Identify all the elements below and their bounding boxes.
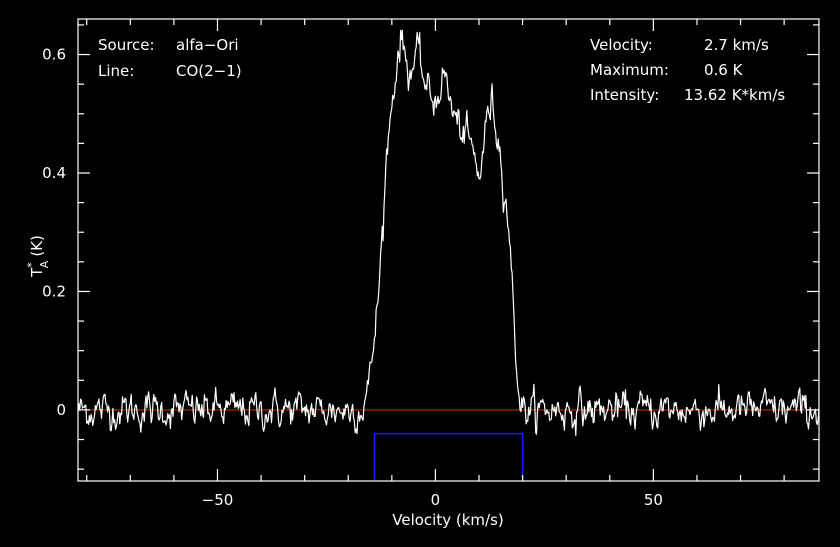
intensity-value: 13.62 K*km/s (684, 86, 785, 104)
spectrum-line (77, 29, 820, 437)
y-tick-label: 0 (56, 401, 66, 419)
y-axis-label: T*A (K) (25, 235, 51, 278)
y-axis-label-sub: A (38, 260, 51, 268)
integration-window (373, 432, 524, 481)
velocity-label: Velocity: (590, 36, 653, 54)
x-tick-label: 0 (431, 491, 441, 509)
intensity-label: Intensity: (590, 86, 659, 104)
y-tick-label: 0.6 (42, 46, 66, 64)
y-axis-label-sup: * (25, 262, 38, 268)
y-axis-label-unit: (K) (28, 235, 46, 257)
x-tick-label: 50 (644, 491, 663, 509)
source-label: Source: (98, 36, 155, 54)
x-axis-label: Velocity (km/s) (392, 511, 503, 529)
y-axis-label-symbol: T (28, 267, 46, 278)
line-value: CO(2−1) (176, 62, 242, 80)
line-label: Line: (98, 62, 134, 80)
y-tick-label: 0.4 (42, 164, 66, 182)
maximum-value: 0.6 K (704, 61, 744, 79)
y-tick-label: 0.2 (42, 282, 66, 300)
velocity-value: 2.7 km/s (704, 36, 769, 54)
source-value: alfa−Ori (176, 36, 239, 54)
maximum-label: Maximum: (590, 61, 669, 79)
axis-ticks: −50 0 50 0 0.2 0.4 0.6 (42, 19, 819, 509)
plot-frame (77, 18, 820, 482)
x-tick-label: −50 (202, 491, 234, 509)
